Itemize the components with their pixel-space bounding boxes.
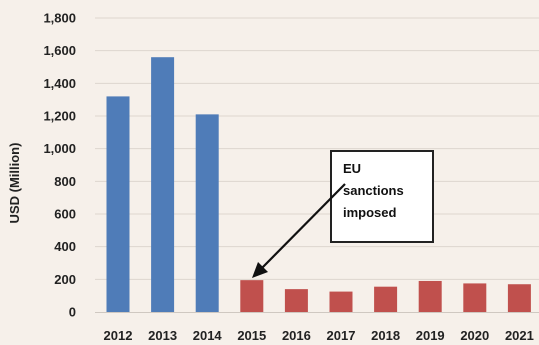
x-tick-label: 2016 [282,328,311,343]
y-tick-label: 200 [54,272,76,287]
y-tick-label: 0 [69,305,76,320]
x-tick-label: 2019 [416,328,445,343]
bar-2017 [329,291,353,312]
x-tick-label: 2020 [460,328,489,343]
annotation-line-2: sanctions [343,183,404,198]
bar-2020 [463,283,487,312]
y-tick-label: 800 [54,174,76,189]
bar-2016 [284,289,308,312]
x-tick-label: 2013 [148,328,177,343]
annotation-line-1: EU [343,161,361,176]
annotation-box [330,150,434,243]
bar-2013 [151,57,175,313]
bar-2019 [418,280,442,312]
bar-2012 [106,96,130,313]
bar-2014 [195,114,219,312]
bar-2015 [240,280,264,312]
annotation: EU sanctions imposed [252,150,434,278]
y-tick-label: 1,600 [43,43,76,58]
bar-2021 [507,284,531,312]
y-tick-label: 1,800 [43,11,76,26]
x-tick-label: 2015 [237,328,266,343]
x-tick-label: 2012 [104,328,133,343]
x-tick-label: 2021 [505,328,534,343]
annotation-arrow [259,183,346,271]
y-axis-label: USD (Million) [7,143,22,224]
annotation-arrowhead [252,262,268,278]
y-tick-label: 1,400 [43,76,76,91]
bar-2018 [374,286,398,312]
y-tick-label: 600 [54,207,76,222]
bars [106,57,531,313]
x-tick-label: 2017 [327,328,356,343]
x-tick-label: 2014 [193,328,223,343]
y-tick-label: 1,000 [43,141,76,156]
x-tick-label: 2018 [371,328,400,343]
y-tick-labels: 0 200 400 600 800 1,000 1,200 1,400 1,600 1,800 [43,11,76,320]
y-tick-label: 400 [54,239,76,254]
annotation-line-3: imposed [343,205,397,220]
x-tick-labels: 2012 2013 2014 2015 2016 2017 2018 2019 2020 2021 [104,328,534,343]
y-tick-label: 1,200 [43,109,76,124]
